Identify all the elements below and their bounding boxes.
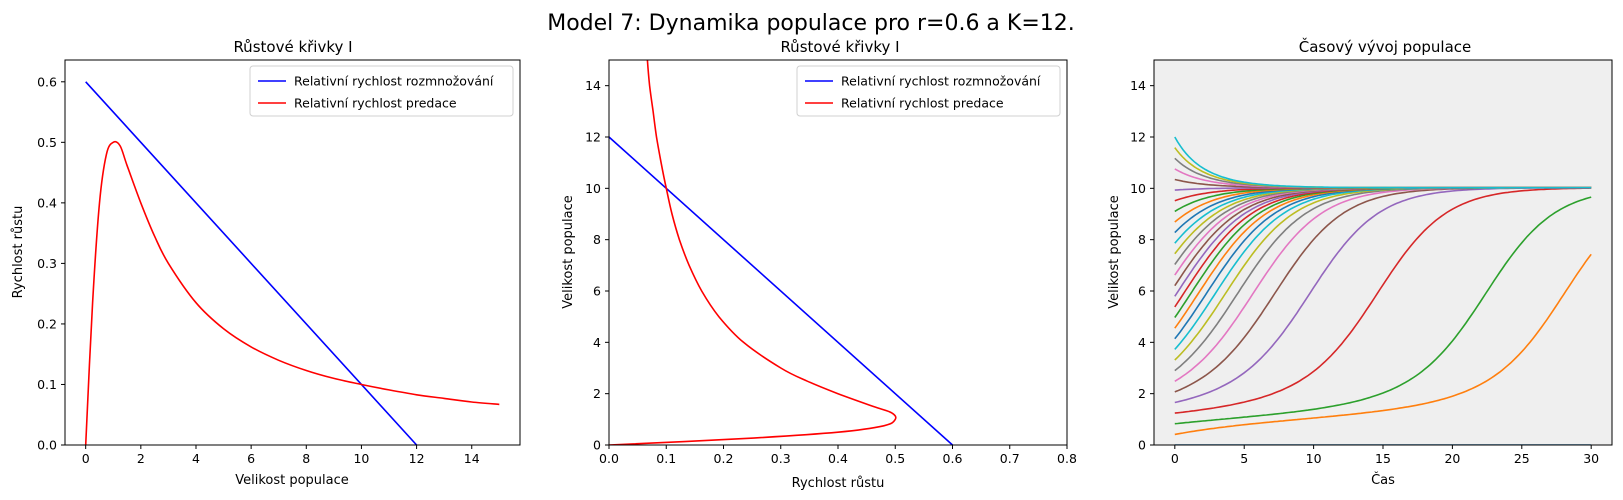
panel-1-title: Růstové křivky I <box>233 38 352 56</box>
panel-1-legend-label: Relativní rychlost rozmnožování <box>294 74 494 89</box>
panel-1-ytick-label: 0.5 <box>37 135 57 150</box>
trajectory-line <box>1174 136 1592 189</box>
panel-1-xtick-label: 10 <box>353 451 369 466</box>
panel-1-ytick-label: 0.4 <box>37 195 57 210</box>
panel-1-xtick-label: 14 <box>464 451 480 466</box>
panel-3-xtick-label: 0 <box>1171 451 1179 466</box>
panel-3-xtick-label: 5 <box>1240 451 1248 466</box>
panel-3-background <box>1154 60 1612 445</box>
panel-1-xtick-label: 4 <box>192 451 200 466</box>
panel-2-xtick-label: 0.2 <box>714 451 734 466</box>
panel-2-legend: Relativní rychlost rozmnožování Relativní… <box>796 65 1061 117</box>
panel-3-ticks: 0 5 10 15 20 25 30 0 2 4 6 8 10 12 14 <box>1130 78 1599 466</box>
panel-3-series <box>1174 136 1592 445</box>
panel-2-ytick-label: 10 <box>585 181 601 196</box>
panel-2-xtick-label: 0.6 <box>943 451 963 466</box>
panel-3-xtick-label: 25 <box>1514 451 1530 466</box>
panel-3-title: Časový vývoj populace <box>1299 37 1472 56</box>
panel-2-xtick-label: 0.4 <box>828 451 848 466</box>
panel-2-ytick-label: 12 <box>585 130 601 145</box>
panel-1-series-predation-line <box>84 140 500 445</box>
panel-2-xtick-label: 0.3 <box>771 451 791 466</box>
panel-1-ytick-label: 0.3 <box>37 256 57 271</box>
panel-2-ticks: 0.0 0.1 0.2 0.3 0.4 0.5 0.6 0.7 0.8 0 2 4 6 8 10 12 14 <box>585 78 1077 466</box>
panel-2-ytick-label: 4 <box>593 335 601 350</box>
panel-growth-curves-2: Růstové křivky I 0.0 0.1 0.2 0.3 0.4 0.5 0.6 0.… <box>561 38 1077 491</box>
figure-suptitle: Model 7: Dynamika populace pro r=0.6 a K… <box>547 11 1075 36</box>
panel-time-evolution: Časový vývoj populace 0 5 10 15 20 25 30 0 2 4 6 8 1… <box>1107 37 1613 488</box>
panel-2-xtick-label: 0.7 <box>1000 451 1020 466</box>
panel-1-series-reproduction-line <box>85 81 418 445</box>
panel-1-legend-box <box>249 65 514 117</box>
panel-2-xtick-label: 0.5 <box>885 451 905 466</box>
panel-2-legend-box <box>796 65 1061 117</box>
panel-2-title: Růstové křivky I <box>780 38 899 56</box>
panel-1-legend: Relativní rychlost rozmnožování Relativní… <box>249 65 514 117</box>
panel-3-ytick-label: 4 <box>1138 335 1146 350</box>
trajectory-line <box>1174 253 1592 436</box>
panel-1-ytick-label: 0.2 <box>37 316 57 331</box>
panel-3-xtick-label: 30 <box>1583 451 1599 466</box>
panel-3-ytick-label: 0 <box>1138 438 1146 453</box>
trajectory-line <box>1174 196 1592 425</box>
panel-2-ytick-label: 6 <box>593 284 601 299</box>
panel-1-ticks: 0 2 4 6 8 10 12 14 0.0 0.1 0.2 0.3 0.4 0.5 0.6 <box>37 74 480 466</box>
panel-1-ytick-label: 0.6 <box>37 74 57 89</box>
panel-1-xtick-label: 6 <box>247 451 255 466</box>
panel-3-ytick-label: 2 <box>1138 386 1146 401</box>
panel-2-xtick-label: 0.0 <box>599 451 619 466</box>
panel-3-ytick-label: 6 <box>1138 284 1146 299</box>
panel-1-ytick-label: 0.1 <box>37 377 57 392</box>
panel-2-series <box>609 60 954 445</box>
panel-3-ytick-label: 14 <box>1130 78 1146 93</box>
panel-2-ylabel: Velikost populace <box>561 195 576 309</box>
panel-1-ylabel: Rychlost růstu <box>11 206 26 299</box>
panel-1-legend-label: Relativní rychlost predace <box>294 96 457 111</box>
panel-1-xtick-label: 12 <box>409 451 425 466</box>
trajectory-line <box>1174 187 1592 414</box>
panel-2-frame <box>608 59 1068 446</box>
panel-2-legend-label: Relativní rychlost predace <box>841 96 1004 111</box>
panel-1-xtick-label: 8 <box>302 451 310 466</box>
panel-1-xlabel: Velikost populace <box>235 473 349 488</box>
panel-2-xtick-label: 0.8 <box>1057 451 1077 466</box>
panel-1-frame <box>64 59 521 446</box>
panel-2-series-predation-line <box>609 60 897 445</box>
panel-2-legend-label: Relativní rychlost rozmnožování <box>841 74 1041 89</box>
panel-3-ytick-label: 8 <box>1138 232 1146 247</box>
panel-2-ytick-label: 8 <box>593 232 601 247</box>
panel-3-xtick-label: 15 <box>1375 451 1391 466</box>
panel-3-xtick-label: 20 <box>1444 451 1460 466</box>
panel-2-series-reproduction-line <box>609 136 954 445</box>
panel-1-xtick-label: 0 <box>82 451 90 466</box>
panel-3-ytick-label: 12 <box>1130 130 1146 145</box>
panel-3-xtick-label: 10 <box>1306 451 1322 466</box>
panel-3-ylabel: Velikost populace <box>1107 195 1122 309</box>
panel-2-xlabel: Rychlost růstu <box>792 476 885 491</box>
panel-3-xlabel: Čas <box>1371 472 1395 488</box>
panel-1-series <box>84 81 500 445</box>
panel-1-xtick-label: 2 <box>137 451 145 466</box>
panel-2-ytick-label: 2 <box>593 386 601 401</box>
panel-1-ytick-label: 0.0 <box>37 438 57 453</box>
panel-2-ytick-label: 0 <box>593 438 601 453</box>
panel-2-xtick-label: 0.1 <box>656 451 676 466</box>
panel-growth-curves-1: Růstové křivky I 0 2 4 6 8 10 12 14 0.0 0.1 0.2 0.3… <box>11 38 521 488</box>
panel-2-ytick-label: 14 <box>585 78 601 93</box>
panel-3-ytick-label: 10 <box>1130 181 1146 196</box>
